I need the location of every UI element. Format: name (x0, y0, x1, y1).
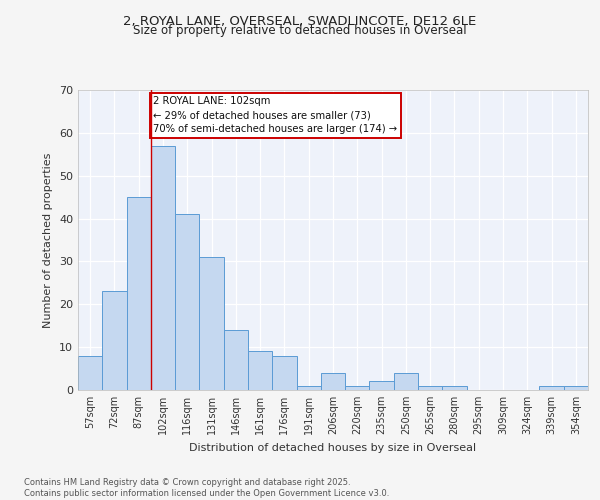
Text: 2 ROYAL LANE: 102sqm
← 29% of detached houses are smaller (73)
70% of semi-detac: 2 ROYAL LANE: 102sqm ← 29% of detached h… (153, 96, 397, 134)
Bar (127, 197, 151, 390)
Text: Size of property relative to detached houses in Overseal: Size of property relative to detached ho… (133, 24, 467, 37)
Bar (224, 330, 248, 390)
Bar (272, 356, 296, 390)
Bar (151, 146, 175, 390)
Text: Contains HM Land Registry data © Crown copyright and database right 2025.
Contai: Contains HM Land Registry data © Crown c… (24, 478, 389, 498)
Bar (175, 214, 199, 390)
Bar (394, 373, 418, 390)
Y-axis label: Number of detached properties: Number of detached properties (43, 152, 53, 328)
Bar (102, 292, 127, 390)
X-axis label: Distribution of detached houses by size in Overseal: Distribution of detached houses by size … (190, 442, 476, 452)
Text: 2, ROYAL LANE, OVERSEAL, SWADLINCOTE, DE12 6LE: 2, ROYAL LANE, OVERSEAL, SWADLINCOTE, DE… (124, 15, 476, 28)
Bar (564, 386, 588, 390)
Bar (199, 257, 224, 390)
Bar (321, 373, 345, 390)
Bar (370, 382, 394, 390)
Bar (345, 386, 370, 390)
Bar (539, 386, 564, 390)
Bar (248, 352, 272, 390)
Bar (442, 386, 467, 390)
Bar (296, 386, 321, 390)
Bar (78, 356, 102, 390)
Bar (418, 386, 442, 390)
